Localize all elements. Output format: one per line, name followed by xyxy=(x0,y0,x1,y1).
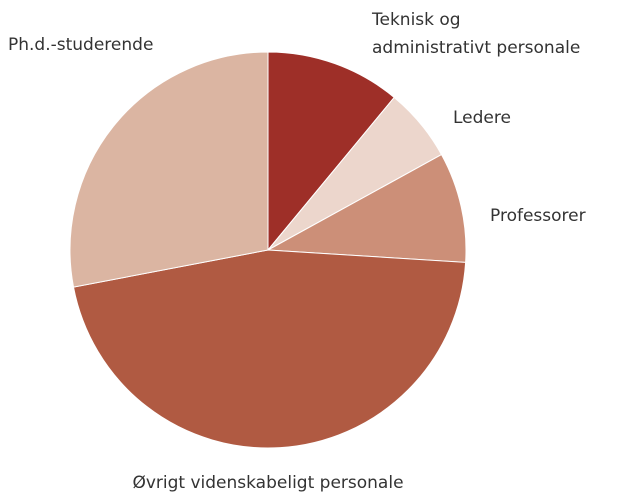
pie-slice xyxy=(72,249,467,449)
slice-label: Øvrigt videnskabeligt personale xyxy=(132,473,404,493)
slice-label: Ph.d.-studerende xyxy=(8,35,154,55)
slice-label: Ledere xyxy=(453,108,511,128)
slice-label: Professorer xyxy=(490,206,586,226)
pie-slice xyxy=(69,51,269,288)
pie-slice xyxy=(266,153,467,263)
pie-slice xyxy=(267,51,395,252)
slice-label: Teknisk og administrativt personale xyxy=(372,10,581,58)
